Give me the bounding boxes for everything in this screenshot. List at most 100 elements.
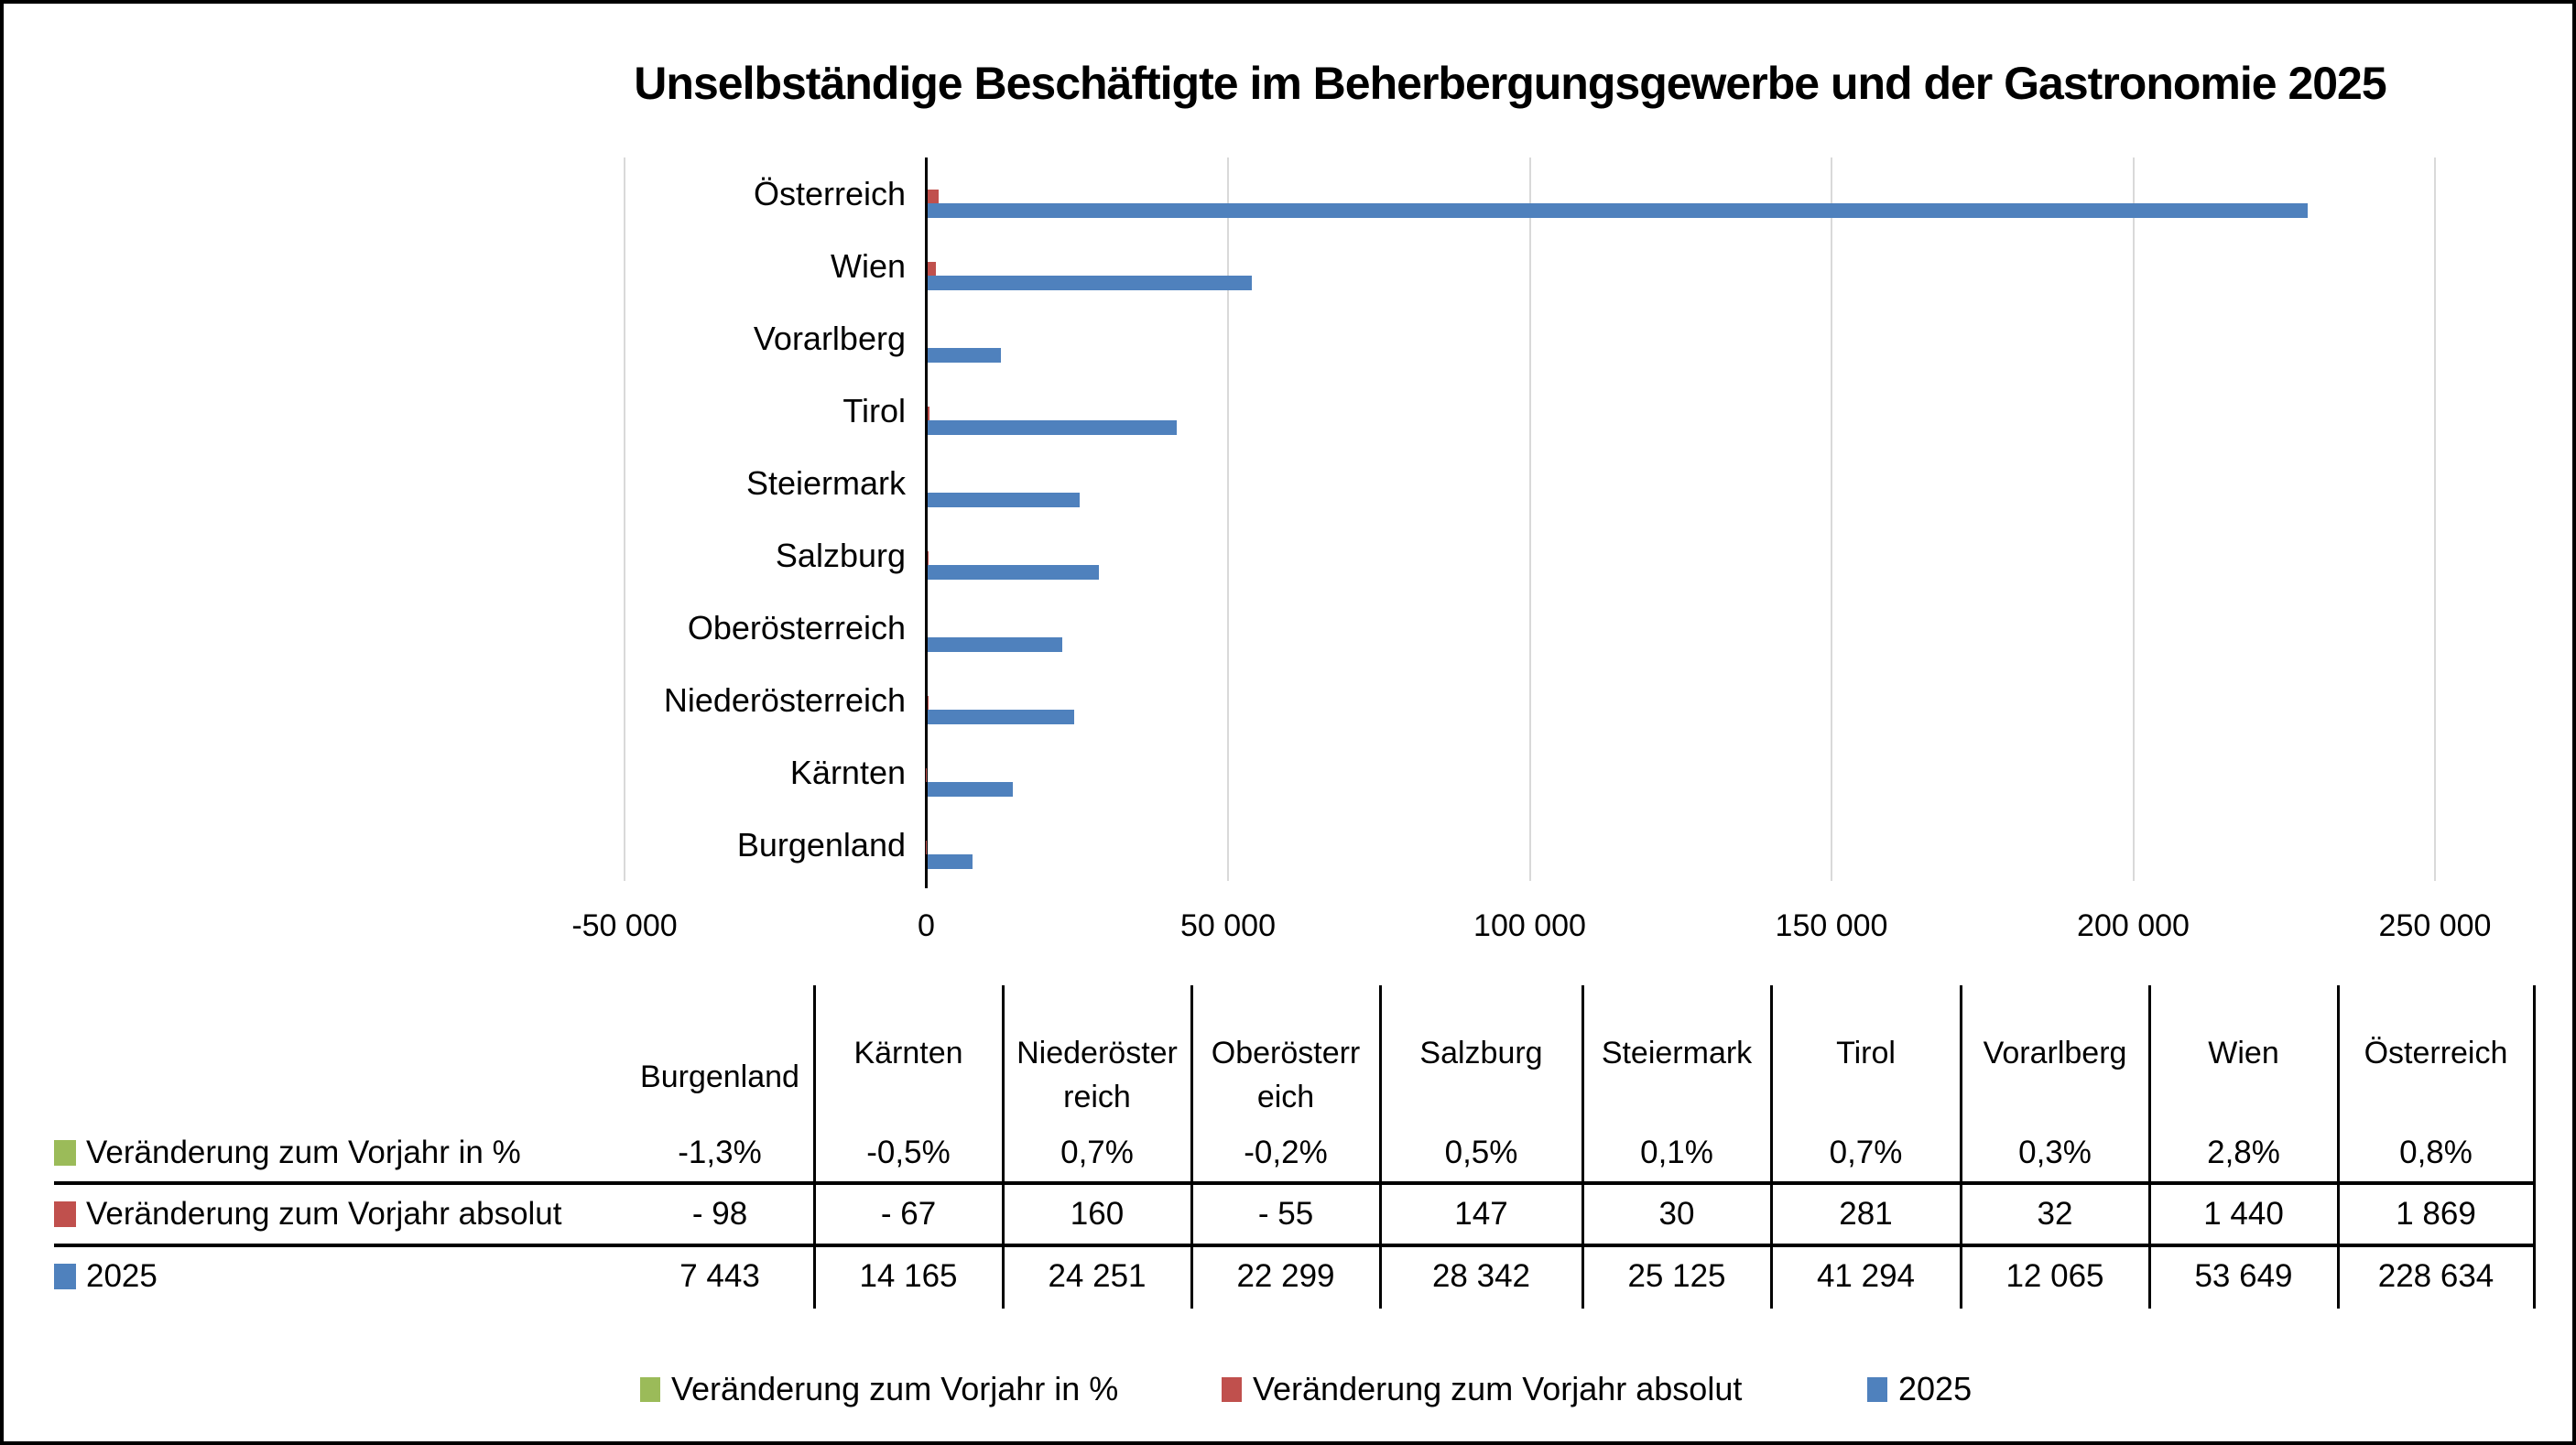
gridline [2434,158,2436,881]
x-axis-tick-label: 100 000 [1473,908,1586,943]
table-header-cell: Vorarlberg [1983,1036,2127,1070]
bar-absolut [925,841,927,854]
table-cell: -0,5% [866,1135,951,1170]
table-header-cell: Tirol [1836,1036,1896,1070]
table-cell: -1,3% [678,1135,762,1170]
bar-2025 [928,276,1252,290]
table-cell: 1 869 [2396,1196,2476,1232]
table-cell: 53 649 [2194,1258,2293,1294]
bar-2025 [928,348,1001,363]
legend-key-red-icon [1222,1376,1242,1402]
table-cell: 12 065 [2005,1258,2104,1294]
bar-absolut [928,190,940,203]
legend-key-blue-icon [1867,1376,1887,1402]
table-column-separator [2337,985,2340,1309]
table-column-separator [1960,985,1962,1309]
category-label: Oberösterreich [687,608,906,646]
table-cell: 41 294 [1816,1258,1916,1294]
legend-item-2025: 2025 [1867,1366,1972,1412]
gridline [1528,158,1531,881]
legend-item-absolut: Veränderung zum Vorjahr absolut [1222,1366,1742,1412]
bar-2025 [928,637,1062,652]
x-axis-tick-label: 200 000 [2077,908,2190,943]
table-cell: 24 251 [1048,1258,1147,1294]
bar-2025 [928,203,2308,218]
table-row-label: Veränderung zum Vorjahr absolut [86,1196,562,1232]
table-cell: 0,1% [1640,1135,1713,1170]
legend-item-percent: Veränderung zum Vorjahr in % [640,1366,1118,1412]
category-label: Tirol [842,391,906,429]
table-column-separator [2533,985,2536,1309]
table-column-separator [813,985,816,1309]
table-cell: - 67 [880,1196,937,1232]
table-cell: 32 [2037,1196,2073,1232]
bar-2025 [928,710,1074,724]
table-column-separator [1379,985,1382,1309]
legend-label: Veränderung zum Vorjahr absolut [1253,1370,1743,1407]
category-label: Steiermark [745,463,906,502]
bar-absolut [928,551,929,565]
table-cell: 14 165 [859,1258,958,1294]
table-header-cell: Burgenland [640,1059,799,1094]
x-axis-tick-label: 150 000 [1775,908,1888,943]
table-cell: 2,8% [2207,1135,2280,1170]
table-header-cell: Salzburg [1419,1036,1543,1070]
bar-2025 [928,420,1178,435]
category-label: Wien [830,246,906,285]
bar-2025 [928,854,973,869]
table-cell: 0,5% [1444,1135,1518,1170]
category-label: Österreich [753,174,906,212]
bar-2025 [928,782,1014,797]
table-cell: 0,7% [1060,1135,1134,1170]
table-cell: 0,7% [1829,1135,1903,1170]
bar-absolut [928,262,937,276]
table-cell: 7 443 [679,1258,760,1294]
table-column-separator [1581,985,1584,1309]
table-cell: 1 440 [2203,1196,2284,1232]
table-cell: - 98 [691,1196,748,1232]
gridline [624,158,625,881]
legend-key-green-icon [640,1376,660,1402]
category-label: Burgenland [736,825,906,864]
bar-2025 [928,493,1080,507]
table-row-label: 2025 [86,1258,158,1294]
table-cell: 22 299 [1236,1258,1335,1294]
row-legend-key-icon [54,1140,76,1166]
row-legend-key-icon [54,1201,76,1227]
table-row-border [54,1244,2534,1247]
gridline [1227,158,1229,881]
table-cell: -0,2% [1244,1135,1328,1170]
table-header-cell: Oberösterr eich [1211,1036,1361,1114]
table-column-separator [1002,985,1005,1309]
table-header-cell: Steiermark [1601,1036,1753,1070]
bar-2025 [928,565,1099,580]
table-header-cell: Kärnten [853,1036,963,1070]
row-legend-key-icon [54,1264,76,1289]
table-cell: - 55 [1257,1196,1314,1232]
table-column-separator [2148,985,2151,1309]
table-header-cell: Niederöster reich [1016,1036,1178,1114]
table-cell: 160 [1070,1196,1125,1232]
category-label: Kärnten [789,753,906,791]
table-cell: 28 342 [1431,1258,1531,1294]
table-cell: 0,3% [2018,1135,2092,1170]
x-axis-tick-label: 0 [918,908,935,943]
category-label: Salzburg [775,536,906,574]
table-column-separator [1770,985,1773,1309]
table-cell: 228 634 [2377,1258,2494,1294]
legend-label: 2025 [1898,1370,1973,1407]
table-header-cell: Wien [2208,1036,2279,1070]
x-axis-tick-label: 250 000 [2378,908,2492,943]
table-cell: 25 125 [1627,1258,1726,1294]
chart-title: Unselbständige Beschäftigte im Beherberg… [634,58,2386,109]
table-cell: 281 [1839,1196,1893,1232]
table-row-border [54,1181,2534,1185]
gridline [2132,158,2135,881]
x-axis-tick-label: -50 000 [571,908,678,943]
table-row-label: Veränderung zum Vorjahr in % [86,1135,521,1170]
table-column-separator [1190,985,1193,1309]
legend-label: Veränderung zum Vorjahr in % [671,1370,1119,1407]
table-cell: 147 [1454,1196,1508,1232]
category-label: Vorarlberg [753,319,906,357]
